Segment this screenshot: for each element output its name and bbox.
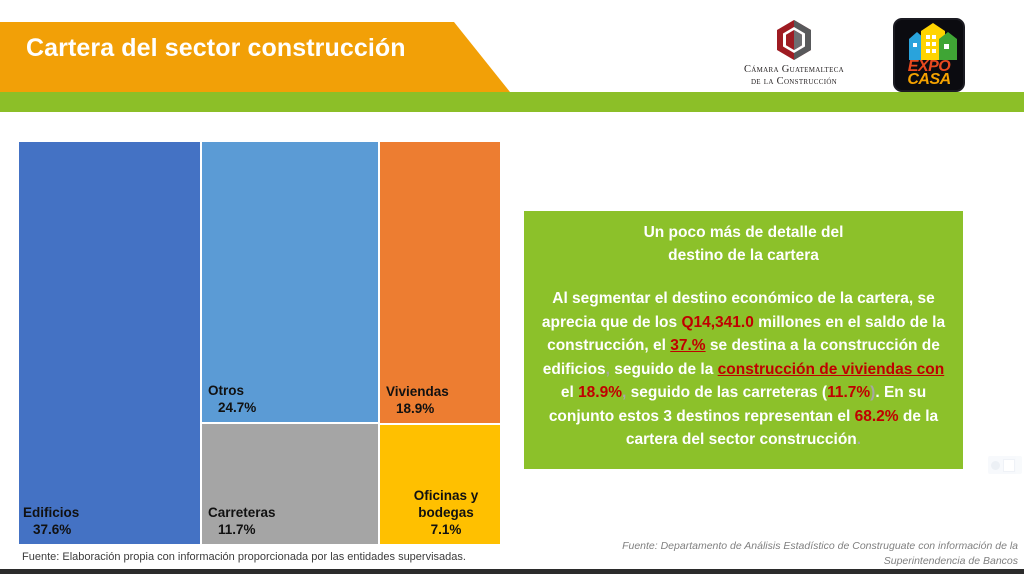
- callout-segment-7: construcción de viviendas con: [717, 360, 945, 378]
- callout-heading: Un poco más de detalle del destino de la…: [538, 221, 949, 267]
- overlay-control-ghost[interactable]: [988, 456, 1022, 474]
- treemap-cell-otros[interactable]: Otros 24.7%: [202, 142, 378, 422]
- footer-source-left: Fuente: Elaboración propia con informaci…: [22, 551, 466, 563]
- callout-segment-10: ,: [622, 384, 627, 401]
- camara-logo-line2: de la Construcción: [750, 76, 838, 87]
- callout-segment-17: .: [856, 431, 862, 448]
- treemap-cell-label: Edificios 37.6%: [19, 504, 204, 538]
- callout-segment-15: 68.2%: [854, 407, 899, 425]
- treemap-cell-label: Viviendas 18.9%: [380, 383, 506, 417]
- expo-word-expo: EXPO: [907, 58, 951, 75]
- camara-logo-line1: Cámara Guatemalteca: [743, 64, 845, 75]
- callout-segment-9: 18.9%: [578, 384, 623, 401]
- hexagon-mark-icon: [772, 18, 816, 62]
- callout-segment-1: Q14,341.0: [681, 313, 754, 331]
- camara-logo-text: Cámara Guatemalteca de la Construcción: [744, 64, 844, 88]
- treemap-chart: Edificios 37.6% Otros 24.7% Viviendas 18…: [19, 142, 500, 544]
- footer-right-line1: Fuente: Departamento de Análisis Estadís…: [622, 540, 1018, 552]
- expo-casa-logo: EXPO CASA: [893, 18, 965, 92]
- treemap-cell-label: Oficinas y bodegas 7.1%: [380, 487, 506, 538]
- treemap-cell-carreteras[interactable]: Carreteras 11.7%: [202, 424, 378, 544]
- callout-segment-6: seguido de la: [609, 360, 718, 378]
- bottom-rule: [0, 569, 1024, 574]
- top-margin: [0, 0, 1024, 22]
- footer-right-line2: Superintendencia de Bancos: [883, 555, 1018, 567]
- footer-source-right: Fuente: Departamento de Análisis Estadís…: [556, 539, 1018, 569]
- treemap-label-pct: 24.7%: [218, 400, 257, 415]
- callout-segment-3: 37.%: [670, 337, 706, 354]
- treemap-label-pct: 11.7%: [218, 522, 256, 537]
- treemap-label-text: Edificios: [23, 505, 80, 520]
- callout-heading-line1: Un poco más de detalle del: [643, 224, 844, 241]
- callout-segment-8: el: [560, 384, 579, 401]
- callout-segment-4: se destina a la construcción de edificio…: [542, 337, 940, 378]
- callout-box: Un poco más de detalle del destino de la…: [524, 211, 963, 469]
- camara-guatemalteca-logo: Cámara Guatemalteca de la Construcción: [714, 18, 874, 90]
- callout-segment-12: 11.7%: [827, 384, 871, 401]
- header-band: [0, 22, 510, 92]
- treemap-cell-edificios[interactable]: Edificios 37.6%: [19, 142, 200, 544]
- overlay-dot-icon: [991, 460, 1000, 470]
- callout-body: Al segmentar el destino económico de la …: [538, 287, 949, 452]
- callout-segment-14: . En su conjunto estos 3 destinos repres…: [548, 384, 927, 425]
- callout-segment-13: ): [870, 384, 876, 401]
- houses-icon: [895, 23, 963, 61]
- page-title: Cartera del sector construcción: [26, 34, 406, 62]
- treemap-cell-label: Carreteras 11.7%: [202, 504, 384, 538]
- treemap-label-text: Carreteras: [208, 505, 276, 520]
- callout-segment-5: ,: [605, 360, 610, 378]
- treemap-label-pct: 18.9%: [396, 401, 435, 416]
- treemap-cell-viviendas[interactable]: Viviendas 18.9%: [380, 142, 500, 423]
- treemap-label-text-line2: bodegas: [418, 505, 474, 520]
- header-green-strip: [0, 92, 1024, 112]
- treemap-label-text: Viviendas: [386, 384, 449, 399]
- treemap-cell-label: Otros 24.7%: [202, 382, 384, 416]
- treemap-cell-oficinas-y-bodegas[interactable]: Oficinas y bodegas 7.1%: [380, 425, 500, 544]
- expo-word-casa: CASA: [907, 71, 951, 88]
- treemap-label-text: Otros: [208, 383, 245, 398]
- callout-segment-2: millones en el saldo de la construcción,…: [547, 313, 946, 355]
- treemap-label-pct: 7.1%: [430, 522, 462, 537]
- treemap-label-text-line1: Oficinas y: [413, 488, 479, 503]
- callout-segment-11: seguido de las carreteras (: [626, 384, 828, 401]
- callout-segment-0: Al segmentar el destino económico de la …: [541, 290, 935, 331]
- callout-heading-line2: destino de la cartera: [668, 247, 819, 264]
- callout-segment-16: de la cartera del sector construcción: [625, 407, 939, 449]
- treemap-label-pct: 37.6%: [33, 522, 72, 537]
- overlay-box-icon: [1003, 458, 1015, 472]
